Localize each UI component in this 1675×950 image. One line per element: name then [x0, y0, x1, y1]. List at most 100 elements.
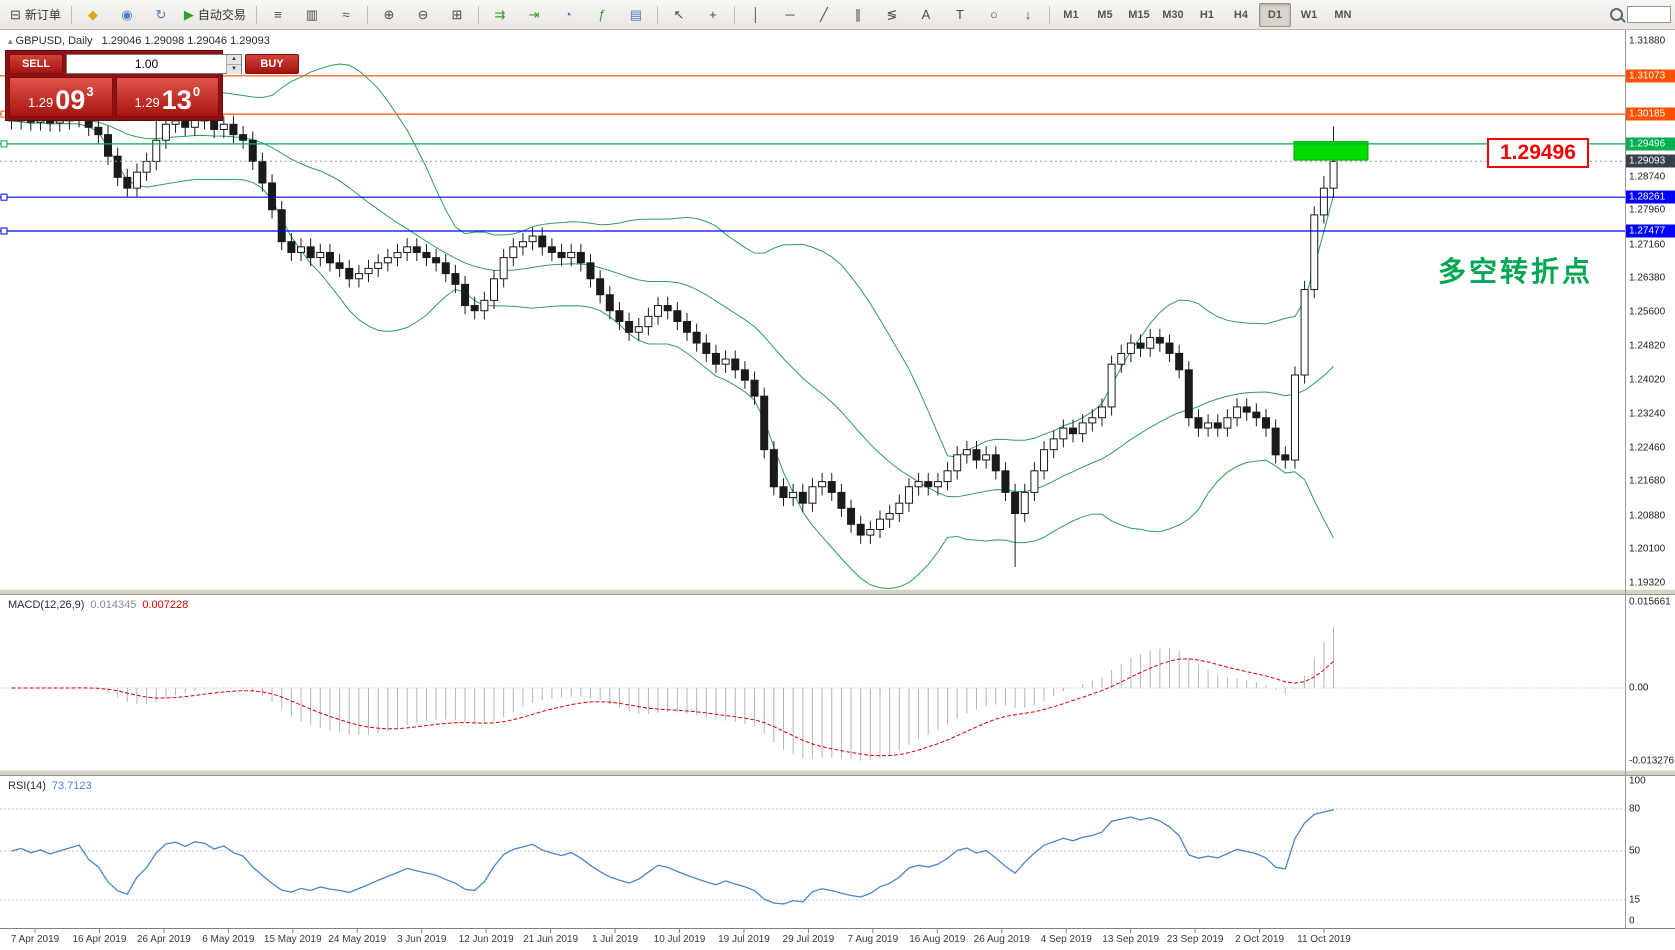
main-price-pane[interactable]	[0, 63, 1625, 589]
vertical-line-icon[interactable]: │	[740, 3, 772, 27]
candlestick-chart-icon: ▥	[305, 7, 319, 22]
rsi-pane[interactable]	[0, 808, 1625, 905]
bollinger-middle-band	[11, 119, 1334, 498]
toolbar-separator	[1048, 5, 1050, 24]
autotrading-button[interactable]: ▶ 自动交易	[179, 3, 251, 27]
buy-price-button[interactable]: 1.29 13 0	[115, 77, 219, 117]
sell-button[interactable]: SELL	[9, 54, 63, 74]
toolbar: ⊟ 新订单 ◆ ◉ ↻ ▶ 自动交易 ≡ ▥ ≈ ⊕ ⊖ ⊞ ⇉ ⇥ ◔ ƒ ▤ ↖ + │ ─ ╱ ∥ ≶ A T ○ ↓ M1 M5 M…	[0, 0, 1675, 30]
timeframe-w1[interactable]: W1	[1300, 8, 1318, 21]
timeframe-h4[interactable]: H4	[1233, 8, 1248, 21]
bollinger-lower-band	[11, 120, 1334, 589]
sell-price-prefix: 1.29	[27, 95, 54, 110]
label-icon[interactable]: T	[944, 3, 976, 27]
highlight-rectangle[interactable]	[1293, 141, 1369, 161]
cursor-icon[interactable]: ↖	[663, 3, 695, 27]
bollinger-upper-band	[11, 63, 1335, 458]
search-box[interactable]	[1627, 6, 1671, 23]
shapes-icon: ○	[990, 7, 998, 22]
pane-divider[interactable]	[0, 589, 1675, 595]
crosshair-icon[interactable]: +	[697, 3, 729, 27]
buy-price-big: 13	[161, 85, 192, 115]
chart-shift-icon: ⇥	[528, 7, 540, 22]
new-order-button[interactable]: ⊟ 新订单	[5, 3, 66, 27]
timeframe-toolbar: M1 M5 M15 M30 H1 H4 D1 W1 MN	[1054, 2, 1360, 27]
templates-icon: ▤	[629, 7, 643, 22]
sell-price-big: 09	[55, 85, 86, 115]
trendline-icon[interactable]: ╱	[808, 3, 840, 27]
bar-chart-icon: ≡	[274, 7, 282, 22]
timeframe-d1[interactable]: D1	[1258, 2, 1291, 27]
volume-up-icon[interactable]: ▲	[227, 55, 241, 65]
arrows-icon[interactable]: ↓	[1012, 3, 1044, 27]
timeframe-m15[interactable]: M15	[1128, 8, 1150, 21]
line-chart-icon[interactable]: ≈	[330, 3, 362, 27]
label-icon: T	[955, 7, 964, 22]
bar-chart-icon[interactable]: ≡	[262, 3, 294, 27]
hline-handle[interactable]	[0, 227, 8, 235]
buy-price-prefix: 1.29	[134, 95, 160, 110]
cursor-icon: ↖	[673, 7, 685, 22]
indicators-icon[interactable]: ƒ	[586, 3, 618, 27]
period-dropdown-icon[interactable]: ◔	[552, 3, 584, 27]
timeframe-m5[interactable]: M5	[1097, 8, 1113, 21]
toolbar-separator	[477, 5, 479, 24]
buy-button[interactable]: BUY	[245, 54, 299, 74]
sell-price-sup: 3	[86, 84, 94, 99]
shapes-icon[interactable]: ○	[978, 3, 1010, 27]
auto-scroll-icon[interactable]: ⇉	[484, 3, 516, 27]
toolbar-separator	[255, 5, 257, 24]
hline-handle[interactable]	[0, 140, 8, 148]
price-callout-label[interactable]: 1.29496	[1487, 138, 1589, 168]
refresh-icon[interactable]: ↻	[145, 3, 177, 27]
trendline-icon: ╱	[820, 7, 828, 22]
timeframe-m1[interactable]: M1	[1063, 8, 1079, 21]
timeframe-m30[interactable]: M30	[1162, 8, 1184, 21]
hline-handle[interactable]	[0, 193, 8, 201]
zoom-in-icon[interactable]: ⊕	[373, 3, 405, 27]
toolbar-right	[1610, 6, 1671, 23]
market-watch-icon[interactable]: ◆	[77, 3, 109, 27]
buy-price-sup: 0	[192, 84, 201, 99]
text-icon[interactable]: A	[910, 3, 942, 27]
macd-pane[interactable]	[0, 627, 1625, 761]
volume-input[interactable]	[67, 55, 226, 73]
line-chart-icon: ≈	[342, 7, 350, 22]
channel-icon: ∥	[854, 7, 862, 22]
toolbar-separator	[733, 5, 735, 24]
search-icon[interactable]	[1610, 8, 1623, 21]
zoom-out-icon[interactable]: ⊖	[407, 3, 439, 27]
zoom-out-icon: ⊖	[417, 7, 429, 22]
candles	[7, 97, 1338, 568]
timeframe-mn[interactable]: MN	[1334, 8, 1352, 21]
toolbar-separator	[366, 5, 368, 24]
macd-signal-line	[11, 658, 1334, 757]
profiles-icon[interactable]: ◉	[111, 3, 143, 27]
indicators-icon: ƒ	[598, 7, 606, 22]
auto-scroll-icon: ⇉	[494, 7, 506, 22]
fibonacci-icon[interactable]: ≶	[876, 3, 908, 27]
chart-shift-icon[interactable]: ⇥	[518, 3, 550, 27]
sell-price-button[interactable]: 1.29 09 3	[9, 77, 113, 117]
arrows-icon: ↓	[1024, 7, 1032, 22]
period-dropdown-icon: ◔	[564, 7, 572, 22]
volume-down-icon[interactable]: ▼	[227, 65, 241, 74]
candlestick-chart-icon[interactable]: ▥	[296, 3, 328, 27]
horizontal-line-icon[interactable]: ─	[774, 3, 806, 27]
templates-icon[interactable]: ▤	[620, 3, 652, 27]
profiles-icon: ◉	[121, 7, 133, 22]
vertical-line-icon: │	[751, 7, 760, 22]
toolbar-separator	[70, 5, 72, 24]
tile-windows-icon[interactable]: ⊞	[441, 3, 473, 27]
rsi-line	[11, 809, 1334, 905]
channel-icon[interactable]: ∥	[842, 3, 874, 27]
timeframe-h1[interactable]: H1	[1199, 8, 1214, 21]
autotrading-button-label: 自动交易	[197, 8, 246, 22]
toolbar-items: ⊟ 新订单 ◆ ◉ ↻ ▶ 自动交易 ≡ ▥ ≈ ⊕ ⊖ ⊞ ⇉ ⇥ ◔ ƒ ▤ ↖ + │ ─ ╱ ∥ ≶ A T ○ ↓	[4, 3, 1054, 27]
toolbar-separator	[656, 5, 658, 24]
pane-divider[interactable]	[0, 770, 1675, 776]
autotrading-icon: ▶	[183, 7, 194, 22]
